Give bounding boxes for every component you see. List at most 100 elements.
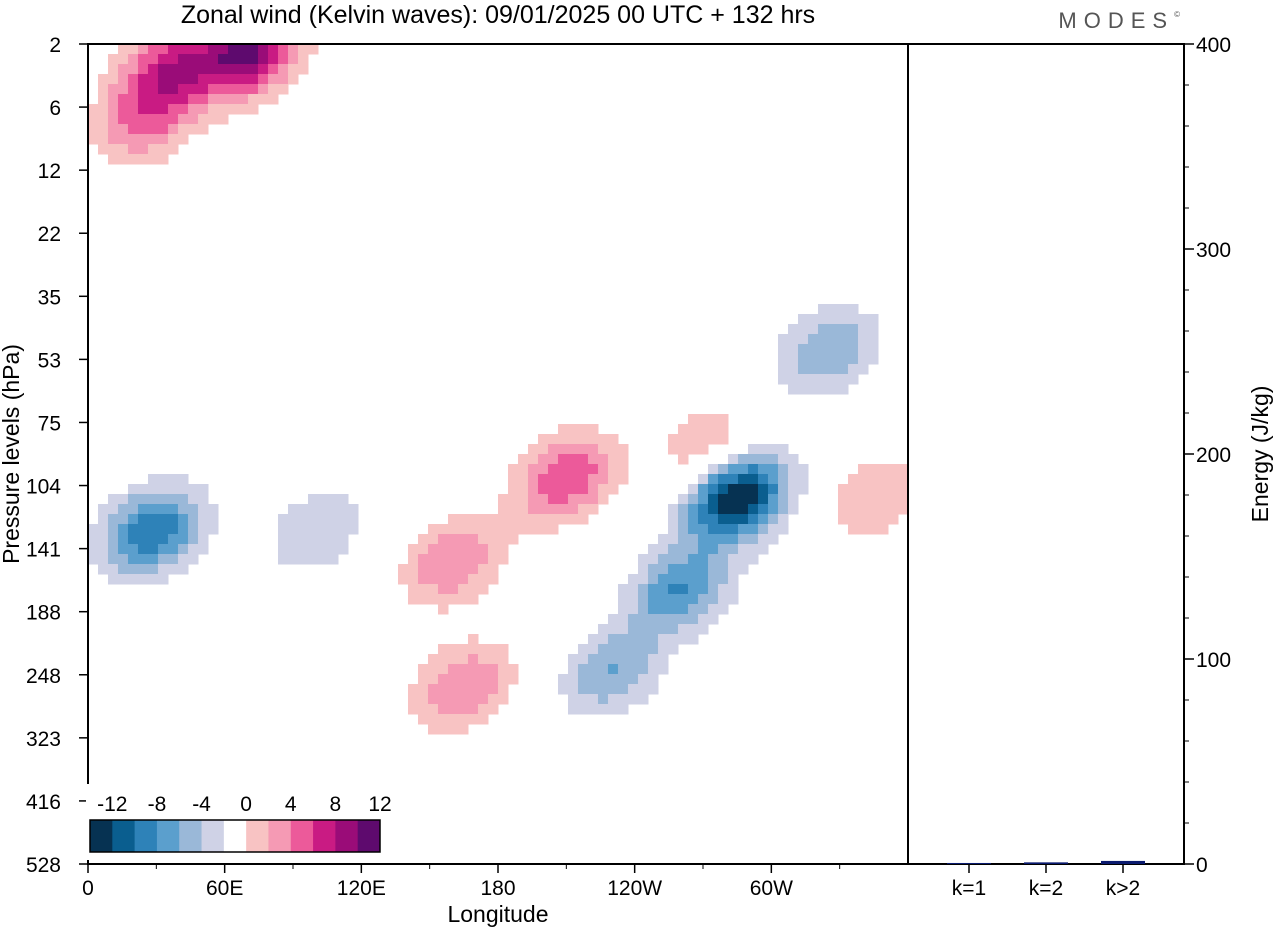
heatmap-cell bbox=[888, 484, 899, 495]
heatmap-cell bbox=[608, 444, 619, 455]
heatmap-cell bbox=[138, 554, 149, 565]
heatmap-cell bbox=[198, 514, 209, 525]
heatmap-cell bbox=[718, 424, 729, 435]
heatmap-cell bbox=[108, 574, 119, 585]
heatmap-cell bbox=[538, 494, 549, 505]
pressure-tick-label: 12 bbox=[38, 160, 61, 183]
heatmap-cell bbox=[158, 64, 169, 75]
heatmap-cell bbox=[298, 554, 309, 565]
heatmap-cell bbox=[528, 464, 539, 475]
heatmap-cell bbox=[488, 684, 499, 695]
heatmap-cell bbox=[448, 534, 459, 545]
heatmap-cell bbox=[128, 94, 139, 105]
heatmap-cell bbox=[828, 324, 839, 335]
heatmap-cell bbox=[598, 674, 609, 685]
heatmap-cell bbox=[788, 484, 799, 495]
heatmap-cell bbox=[428, 544, 439, 555]
heatmap-cell bbox=[138, 154, 149, 165]
heatmap-cell bbox=[268, 64, 279, 75]
heatmap-cell bbox=[778, 494, 789, 505]
heatmap-cell bbox=[288, 514, 299, 525]
heatmap-cell bbox=[88, 124, 99, 135]
colorbar-tick-label: -8 bbox=[148, 793, 167, 816]
heatmap-cell bbox=[528, 474, 539, 485]
heatmap-cell bbox=[468, 574, 479, 585]
heatmap-cell bbox=[248, 84, 259, 95]
heatmap-cell bbox=[148, 144, 159, 155]
heatmap-cell bbox=[198, 44, 209, 55]
heatmap-cell bbox=[678, 504, 689, 515]
heatmap-cell bbox=[588, 424, 599, 435]
heatmap-cell bbox=[558, 674, 569, 685]
colorbar-tick-label: 0 bbox=[240, 793, 252, 816]
heatmap-cell bbox=[338, 514, 349, 525]
heatmap-cell bbox=[838, 384, 849, 395]
energy-tick-label: 400 bbox=[1196, 34, 1231, 57]
heatmap-cell bbox=[468, 534, 479, 545]
heatmap-cell bbox=[708, 564, 719, 575]
heatmap-cell bbox=[728, 554, 739, 565]
heatmap-cell bbox=[108, 154, 119, 165]
heatmap-cell bbox=[458, 714, 469, 725]
heatmap-cell bbox=[678, 494, 689, 505]
heatmap-cell bbox=[108, 114, 119, 125]
heatmap-cell bbox=[778, 444, 789, 455]
heatmap-cell bbox=[278, 534, 289, 545]
heatmap-cell bbox=[838, 344, 849, 355]
heatmap-cell bbox=[698, 504, 709, 515]
heatmap-cell bbox=[588, 634, 599, 645]
heatmap-cell bbox=[608, 704, 619, 715]
heatmap-cell bbox=[338, 524, 349, 535]
heatmap-cell bbox=[218, 74, 229, 85]
heatmap-cell bbox=[208, 104, 219, 115]
longitude-tick-label: 60E bbox=[206, 877, 243, 900]
heatmap-cell bbox=[468, 564, 479, 575]
heatmap-cell bbox=[468, 514, 479, 525]
heatmap-cell bbox=[588, 454, 599, 465]
heatmap-cell bbox=[598, 654, 609, 665]
energy-category-label: k>2 bbox=[1106, 877, 1140, 900]
heatmap-cell bbox=[318, 494, 329, 505]
heatmap-cell bbox=[228, 54, 239, 65]
heatmap-cell bbox=[198, 124, 209, 135]
heatmap-cell bbox=[888, 464, 899, 475]
heatmap-cell bbox=[548, 524, 559, 535]
heatmap-cell bbox=[148, 54, 159, 65]
pressure-tick-label: 75 bbox=[38, 412, 61, 435]
heatmap-cell bbox=[798, 484, 809, 495]
heatmap-cell bbox=[568, 654, 579, 665]
heatmap-cell bbox=[218, 44, 229, 55]
heatmap-cell bbox=[788, 344, 799, 355]
heatmap-cell bbox=[678, 424, 689, 435]
heatmap-cell bbox=[698, 474, 709, 485]
heatmap-cell bbox=[98, 144, 109, 155]
heatmap-cell bbox=[618, 584, 629, 595]
heatmap-cell bbox=[588, 654, 599, 665]
heatmap-cell bbox=[638, 624, 649, 635]
heatmap-cell bbox=[628, 634, 639, 645]
heatmap-cell bbox=[788, 324, 799, 335]
pressure-axis-label: Pressure levels (hPa) bbox=[0, 344, 24, 564]
heatmap-cell bbox=[778, 484, 789, 495]
heatmap-cell bbox=[648, 634, 659, 645]
heatmap-cell bbox=[168, 484, 179, 495]
heatmap-cell bbox=[768, 464, 779, 475]
heatmap-cell bbox=[88, 104, 99, 115]
heatmap-cell bbox=[848, 334, 859, 345]
heatmap-cell bbox=[438, 684, 449, 695]
heatmap-cell bbox=[138, 94, 149, 105]
heatmap-cell bbox=[178, 74, 189, 85]
heatmap-cell bbox=[598, 684, 609, 695]
heatmap-cell bbox=[308, 554, 319, 565]
heatmap-cell bbox=[858, 514, 869, 525]
heatmap-cell bbox=[188, 114, 199, 125]
heatmap-cell bbox=[838, 314, 849, 325]
heatmap-cell bbox=[468, 544, 479, 555]
heatmap-cell bbox=[718, 534, 729, 545]
heatmap-cell bbox=[318, 534, 329, 545]
heatmap-cell bbox=[328, 504, 339, 515]
heatmap-cell bbox=[258, 54, 269, 65]
heatmap-cell bbox=[578, 514, 589, 525]
heatmap-cell bbox=[758, 464, 769, 475]
heatmap-cell bbox=[478, 704, 489, 715]
